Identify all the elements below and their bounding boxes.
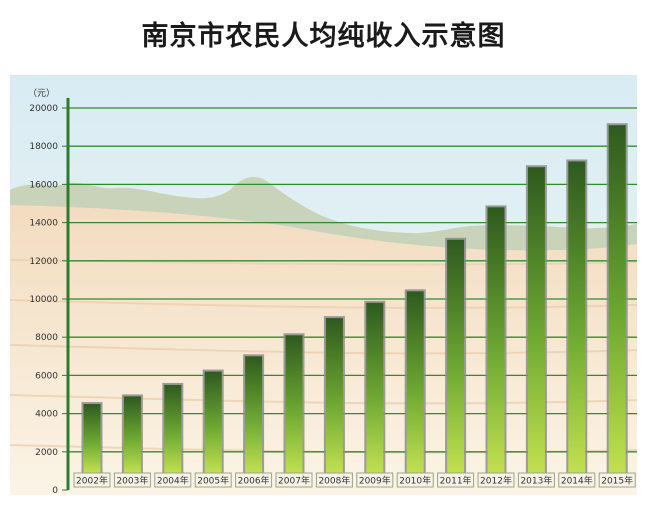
x-tick-label: 2002年 — [76, 475, 108, 487]
bar — [447, 239, 465, 473]
bar — [366, 302, 384, 473]
x-label-box — [437, 472, 475, 488]
y-tick-label: 14000 — [29, 219, 58, 229]
x-label-box — [477, 472, 515, 488]
x-tick-label: 2013年 — [520, 475, 552, 487]
bar — [204, 371, 222, 473]
y-tick-label: 18000 — [29, 142, 58, 152]
x-label-box — [113, 472, 151, 488]
y-tick-label: 16000 — [29, 180, 58, 190]
bar — [406, 291, 424, 473]
bar — [608, 125, 626, 473]
bar — [568, 161, 586, 474]
x-label-box — [275, 472, 313, 488]
bar — [325, 318, 343, 473]
chart-title: 南京市农民人均纯收入示意图 — [141, 21, 506, 52]
x-tick-label: 2015年 — [601, 475, 633, 487]
y-tick-label: 4000 — [35, 410, 58, 420]
x-tick-label: 2010年 — [399, 475, 431, 487]
x-label-box — [356, 472, 394, 488]
bar — [245, 356, 263, 473]
x-label-box — [598, 472, 636, 488]
bars — [81, 123, 628, 474]
x-tick-label: 2012年 — [480, 475, 512, 487]
x-label-box — [73, 472, 111, 488]
bar — [487, 207, 505, 473]
y-tick-label: 8000 — [35, 333, 58, 343]
y-tick-label: 10000 — [29, 295, 58, 305]
bar — [83, 404, 101, 473]
x-tick-label: 2004年 — [157, 475, 189, 487]
x-label-box — [558, 472, 596, 488]
y-tick-label: 6000 — [35, 371, 58, 381]
y-axis: 0 2000 4000 6000 8000 10000 12000 14000 16000 180… — [29, 98, 70, 496]
x-tick-label: 2008年 — [318, 475, 350, 487]
x-label-box — [517, 472, 555, 488]
x-label-box — [315, 472, 353, 488]
x-tick-label: 2003年 — [116, 475, 148, 487]
x-tick-label: 2014年 — [561, 475, 593, 487]
bar — [123, 396, 141, 473]
y-unit-label: （元） — [28, 88, 55, 99]
x-axis-labels: 2002年 2003年 2004年 2005年 2006年 2007年 2008年 2009年… — [73, 472, 636, 488]
x-tick-label: 2007年 — [278, 475, 310, 487]
x-tick-label: 2005年 — [197, 475, 229, 487]
x-tick-label: 2006年 — [238, 475, 270, 487]
x-tick-label: 2009年 — [359, 475, 391, 487]
x-label-box — [154, 472, 192, 488]
x-label-box — [235, 472, 273, 488]
y-tick-label: 20000 — [29, 104, 58, 114]
x-label-box — [396, 472, 434, 488]
bar — [527, 167, 545, 473]
x-label-box — [194, 472, 232, 488]
y-tick-label: 12000 — [29, 257, 58, 267]
y-tick-label: 2000 — [35, 448, 58, 458]
bar — [164, 384, 182, 473]
bar — [285, 335, 303, 473]
y-tick-label: 0 — [52, 486, 58, 496]
x-tick-label: 2011年 — [440, 475, 472, 487]
